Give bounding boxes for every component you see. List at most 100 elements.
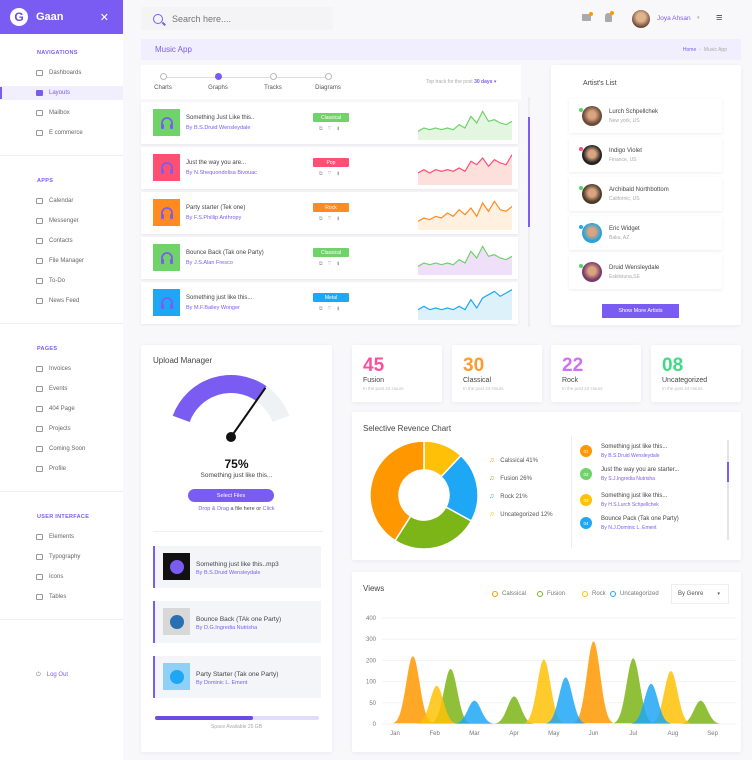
area-peak-calssical[interactable] <box>573 641 614 724</box>
track-row[interactable]: 🎧︎ Something just like this... By M.F.Bail… <box>141 282 518 324</box>
logout-button[interactable]: ⏻ Log Out <box>0 668 123 682</box>
user-avatar[interactable] <box>632 10 650 28</box>
item-title: Something just like this... <box>601 444 668 450</box>
heart-icon[interactable]: ♡ <box>327 216 337 222</box>
sidebar-item-coming-soon[interactable]: Coming Soon <box>0 442 123 456</box>
donut-slice-calssical[interactable] <box>369 442 425 542</box>
period-filter[interactable]: Top track for the post 30 days ▾ <box>426 79 496 85</box>
legend-uncategorized[interactable]: Uncategorized <box>610 591 659 597</box>
heart-icon[interactable]: ♡ <box>327 261 337 267</box>
tab-tracks[interactable]: Tracks <box>253 73 293 91</box>
trash-icon[interactable]: ▮ <box>336 261 346 267</box>
show-more-artists-button[interactable]: Show More Artists <box>602 304 679 318</box>
artist-item[interactable]: Lurch Schpellchek New york, US <box>569 99 722 133</box>
sidebar-item-dashboards[interactable]: Dashboards <box>0 66 123 80</box>
menu-icon[interactable]: ≡ <box>716 12 723 24</box>
trash-icon[interactable]: ▮ <box>336 126 346 132</box>
select-files-button[interactable]: Select Files <box>188 489 274 502</box>
area-peak-rock[interactable] <box>416 685 457 724</box>
share-icon[interactable]: ⧉ <box>319 216 328 222</box>
sidebar-item-typography[interactable]: Typography <box>0 550 123 564</box>
legend-rock[interactable]: Rock <box>582 591 606 597</box>
scrollbar[interactable] <box>727 440 729 540</box>
area-peak-uncategorized[interactable] <box>545 677 586 724</box>
chevron-down-icon[interactable]: ▾ <box>697 15 700 21</box>
area-peak-uncategorized[interactable] <box>454 700 495 724</box>
revenue-list-item[interactable]: 03 Something just like this... By H.S.Lurc… <box>580 491 720 513</box>
donut-slice-fusion[interactable] <box>394 506 473 550</box>
track-artist[interactable]: By M.F.Bailey Wonger <box>186 305 241 311</box>
area-peak-fusion[interactable] <box>680 700 721 724</box>
sidebar-item-to-do[interactable]: To-Do <box>0 274 123 288</box>
share-icon[interactable]: ⧉ <box>319 261 328 267</box>
legend-fusion[interactable]: Fusion <box>537 591 565 597</box>
artist-item[interactable]: Indigo Violet Finance, US <box>569 138 722 172</box>
heart-icon[interactable]: ♡ <box>327 306 337 312</box>
stat-card-rock: 22 Rock In the post 24 Hours <box>551 345 641 402</box>
share-icon[interactable]: ⧉ <box>319 126 328 132</box>
sidebar-item-calendar[interactable]: Calendar <box>0 194 123 208</box>
sidebar-item-tables[interactable]: Tables <box>0 590 123 604</box>
breadcrumb-home[interactable]: Home <box>682 46 697 53</box>
track-artist[interactable]: By B.S.Druid Wensleydale <box>186 125 251 131</box>
x-tick-label: Jul <box>629 731 637 737</box>
sidebar-item-events[interactable]: Events <box>0 382 123 396</box>
sidebar-item-layouts[interactable]: Layouts <box>0 86 123 100</box>
sidebar-item-messenger[interactable]: Messenger <box>0 214 123 228</box>
sidebar-item-contacts[interactable]: Contacts <box>0 234 123 248</box>
track-row[interactable]: 🎧︎ Just the way you are... By N.Shequondol… <box>141 147 518 189</box>
genre-dropdown[interactable]: By Genre ▾ <box>671 584 729 604</box>
sidebar-item-projects[interactable]: Projects <box>0 422 123 436</box>
track-row[interactable]: 🎧︎ Something Just Like this.. By B.S.Druid… <box>141 102 518 144</box>
status-dot <box>579 108 583 112</box>
tools-icon[interactable]: ✕ <box>99 11 109 24</box>
artist-item[interactable]: Eric Widget Baku, AZ <box>569 216 722 250</box>
bell-icon[interactable] <box>605 11 614 22</box>
scrollbar[interactable] <box>528 97 530 327</box>
area-peak-fusion[interactable] <box>494 696 535 724</box>
revenue-list-item[interactable]: 02 Just the way you are starter... By S.J.… <box>580 465 720 487</box>
sidebar-item-file-manager[interactable]: File Manager <box>0 254 123 268</box>
sidebar-item-404-page[interactable]: 404 Page <box>0 402 123 416</box>
track-row[interactable]: 🎧︎ Bounce Back (Tak one Party) By J.S.Alan… <box>141 237 518 279</box>
sidebar-item-news-feed[interactable]: News Feed <box>0 294 123 308</box>
sidebar-item-elements[interactable]: Elements <box>0 530 123 544</box>
artist-item[interactable]: Archibald Northbottom Californic, US <box>569 177 722 211</box>
track-row[interactable]: 🎧︎ Party starter (Tek one) By F.S.Phillip … <box>141 192 518 234</box>
tab-graphs[interactable]: Graphs <box>198 73 238 91</box>
area-peak-rock[interactable] <box>523 659 564 724</box>
sidebar-item-icons[interactable]: Icons <box>0 570 123 584</box>
trash-icon[interactable]: ▮ <box>336 171 346 177</box>
revenue-list-item[interactable]: 04 Bounce Pack (Tak one Party) By N.J.Domi… <box>580 514 720 536</box>
upload-file-item[interactable]: Party Starter (Tak one Party) By Dominic … <box>153 656 321 698</box>
track-artist[interactable]: By N.Shequondolisa Bivouac <box>186 170 257 176</box>
trash-icon[interactable]: ▮ <box>336 216 346 222</box>
user-name[interactable]: Joya Ahsan <box>657 15 691 22</box>
sidebar-item-profile[interactable]: Profile <box>0 462 123 476</box>
heart-icon[interactable]: ♡ <box>327 171 337 177</box>
share-icon[interactable]: ⧉ <box>319 306 328 312</box>
artist-item[interactable]: Druid Wensleydale Eskilstuna,SE <box>569 255 722 289</box>
upload-file-item[interactable]: Something just like this..mp3 By B.S.Drui… <box>153 546 321 588</box>
upload-file-item[interactable]: Bounce Back (TAk one Party) By D.G.Ingred… <box>153 601 321 643</box>
area-peak-calssical[interactable] <box>392 656 433 724</box>
sidebar-item-e-commerce[interactable]: E commerce <box>0 126 123 140</box>
share-icon[interactable]: ⧉ <box>319 171 328 177</box>
track-artist[interactable]: By F.S.Phillip Anthropy <box>186 215 242 221</box>
search-input[interactable] <box>172 13 322 24</box>
revenue-list-item[interactable]: 01 Something just like this... By B.S.Drui… <box>580 442 720 464</box>
sidebar-item-mailbox[interactable]: Mailbox <box>0 106 123 120</box>
search-bar[interactable] <box>141 7 333 30</box>
tab-charts[interactable]: Charts <box>143 73 183 91</box>
artist-name: Indigo Violet <box>609 148 642 154</box>
legend-calssical[interactable]: Calssical <box>492 591 526 597</box>
tab-diagrams[interactable]: Diagrams <box>308 73 348 91</box>
sidebar-item-invoices[interactable]: Invoices <box>0 362 123 376</box>
area-peak-uncategorized[interactable] <box>631 683 672 724</box>
heart-icon[interactable]: ♡ <box>327 126 337 132</box>
trash-icon[interactable]: ▮ <box>336 306 346 312</box>
click-link[interactable]: Click <box>262 506 275 512</box>
track-artist[interactable]: By J.S.Alan Fresco <box>186 260 233 266</box>
mail-icon[interactable] <box>582 12 593 21</box>
drop-drag-link[interactable]: Drop & Drag <box>198 506 229 512</box>
